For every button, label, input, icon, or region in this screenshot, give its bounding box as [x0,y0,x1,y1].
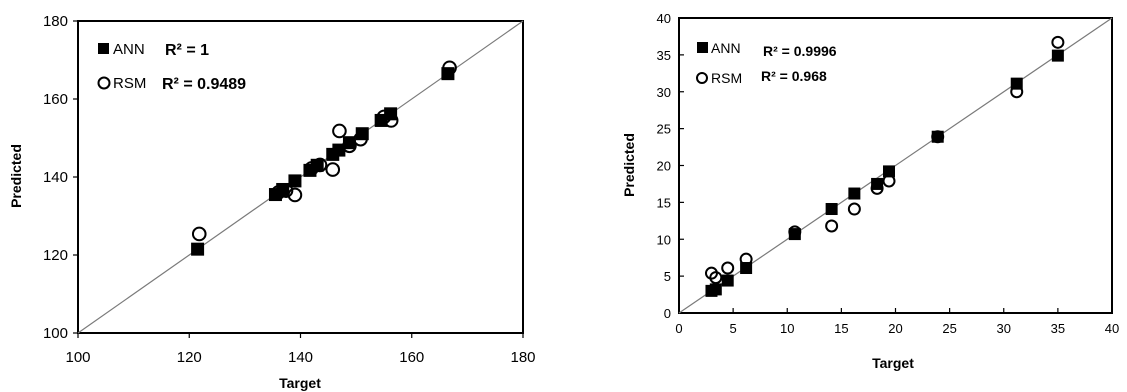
r2-label-rsm: R² = 0.9489 [162,76,246,93]
rsm-point [825,219,839,233]
rsm-point [882,174,896,188]
y-tick-label: 160 [43,91,68,108]
rsm-point [287,187,303,203]
rsm-point [312,157,328,173]
x-tick-label: 25 [942,321,956,336]
rsm-point [788,225,802,239]
y-axis-label: Predicted [621,133,637,197]
ann-point [709,283,722,296]
rsm-point [304,161,319,176]
left-scatter-panel: 100 120 140 160 180 100 120 140 160 180 ANN R² = … [8,13,536,391]
rsm-point [332,123,347,139]
ann-point [825,203,838,216]
data-marks [191,60,457,256]
x-tick-label: 0 [675,321,682,336]
rsm-point [278,183,294,198]
legend-marker-ann [697,42,708,53]
legend-marker-rsm [97,76,111,90]
rsm-point [442,60,457,76]
rsm-point [847,202,861,216]
rsm-point [325,162,341,177]
x-tick-label: 20 [888,321,902,336]
rsm-point [353,131,368,147]
y-tick-label: 35 [657,48,671,63]
y-tick-label: 40 [657,11,671,26]
y-tick-label: 15 [657,195,671,210]
rsm-point [739,252,753,266]
legend-label-ann: ANN [711,40,741,56]
rsm-point [191,226,207,242]
rsm-point [1051,35,1065,49]
rsm-point [270,185,286,200]
y-axis-label: Predicted [8,144,24,208]
ann-point [931,130,944,143]
x-axis-label: Target [279,375,321,391]
rsm-point [376,109,392,125]
x-tick-label: 15 [834,321,848,336]
y-tick-label: 120 [43,247,68,264]
rsm-point [931,130,945,144]
rsm-point [721,261,735,275]
y-tick-label: 25 [657,122,671,137]
ann-point [883,165,896,178]
x-tick-label: 120 [177,349,202,366]
ann-point [1051,49,1064,62]
axis-ticks: 0 5 10 15 20 25 30 35 40 0 5 10 15 20 25 30 35 40 [657,11,1120,336]
rsm-point [1010,85,1024,99]
ann-point [740,262,753,275]
x-tick-label: 140 [288,349,313,366]
legend-label-rsm: RSM [113,75,146,92]
ann-point [332,143,346,157]
y-tick-label: 5 [664,269,671,284]
legend-label-rsm: RSM [711,70,742,86]
legend-marker-rsm [696,72,708,84]
y-tick-label: 30 [657,85,671,100]
y-tick-label: 0 [664,306,671,321]
y-tick-label: 180 [43,13,68,30]
x-tick-label: 5 [730,321,737,336]
x-tick-label: 10 [780,321,794,336]
y-tick-label: 20 [657,159,671,174]
rsm-point [342,138,357,154]
ann-point [721,274,734,287]
legend-marker-ann [98,43,109,54]
axis-ticks: 100 120 140 160 180 100 120 140 160 180 [43,13,536,366]
x-tick-label: 30 [997,321,1011,336]
x-tick-label: 40 [1105,321,1119,336]
r2-label-ann: R² = 1 [165,42,209,59]
r2-label-rsm: R² = 0.968 [761,68,827,84]
y-tick-label: 10 [657,232,671,247]
x-tick-label: 160 [399,349,424,366]
right-scatter-panel: 0 5 10 15 20 25 30 35 40 0 5 10 15 20 25 30 35 40 ANN R² … [621,11,1119,371]
x-axis-label: Target [872,355,914,371]
legend-label-ann: ANN [113,41,145,58]
r2-label-ann: R² = 0.9996 [763,43,837,59]
x-tick-label: 35 [1051,321,1065,336]
y-tick-label: 100 [43,325,68,342]
x-tick-label: 180 [510,349,535,366]
ann-point [191,242,205,256]
x-tick-label: 100 [65,349,90,366]
ann-point [288,174,302,188]
y-tick-label: 140 [43,169,68,186]
ann-point [848,187,861,200]
rsm-point [709,271,723,285]
rsm-point [383,113,399,128]
rsm-point [870,181,884,195]
legend: ANN R² = 1 RSM R² = 0.9489 [97,41,246,93]
data-marks [704,35,1065,297]
ann-point [871,177,884,190]
legend: ANN R² = 0.9996 RSM R² = 0.968 [696,40,837,86]
